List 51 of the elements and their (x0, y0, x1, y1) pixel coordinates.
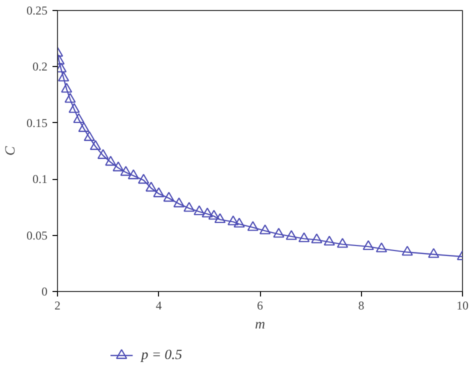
point (61, 82, 72, 93)
point (259, 224, 271, 234)
x-tick-label: 6 (257, 298, 263, 312)
point (214, 213, 226, 224)
point (146, 182, 157, 192)
point (324, 236, 335, 246)
point (202, 208, 213, 218)
point (138, 174, 150, 184)
point (184, 202, 195, 212)
point (273, 228, 284, 238)
x-tick-label: 2 (54, 298, 60, 312)
y-tick-label: 0.25 (26, 4, 48, 18)
point (376, 242, 388, 252)
y-tick-label: 0.2 (32, 60, 48, 74)
point (84, 131, 95, 141)
point (228, 215, 239, 226)
point (90, 140, 102, 150)
point (234, 218, 245, 228)
point (97, 149, 109, 159)
y-tick-label: 0.15 (26, 116, 48, 130)
point (163, 192, 174, 202)
y-tick-label: 0.05 (26, 228, 48, 242)
point (105, 156, 116, 166)
point (208, 210, 220, 220)
point (286, 230, 297, 240)
point (362, 240, 374, 250)
point (73, 113, 84, 124)
point (58, 72, 70, 82)
point (428, 248, 440, 258)
point (120, 166, 132, 176)
x-tick-label: 4 (156, 298, 162, 312)
point (194, 205, 205, 216)
legend-label: p = 0.5 (140, 348, 182, 363)
point (112, 161, 124, 172)
point (78, 122, 90, 132)
y-tick-label: 0.1 (32, 172, 48, 186)
y-axis-title: C (4, 146, 18, 156)
point (68, 103, 80, 113)
x-tick-label: 8 (358, 298, 364, 312)
x-axis-title: m (254, 318, 266, 332)
point (64, 92, 76, 103)
point (336, 238, 348, 248)
point (311, 233, 322, 244)
point (298, 232, 310, 242)
point (128, 169, 140, 180)
point (173, 197, 185, 208)
point (247, 221, 259, 231)
x-tick-label: 10 (456, 298, 468, 312)
y-tick-label: 0 (42, 284, 48, 298)
point (153, 187, 164, 198)
point (402, 246, 413, 256)
